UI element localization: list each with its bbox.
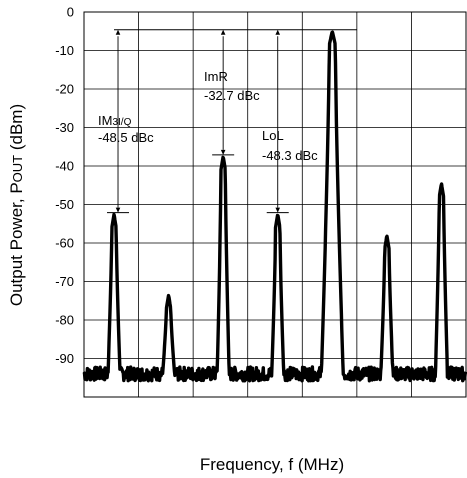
grid [83,11,467,398]
y-tick-label: -20 [55,82,74,97]
arrow-head [275,207,281,213]
y-tick-label: -10 [55,43,74,58]
y-axis-title: Output Power, POUT (dBm) [7,104,26,306]
annotations: IM3I/Q -48.5 dBc ImR -32.7 dBc LoL -48.3 dBc [98,29,357,214]
y-axis-title-sub: OUT [10,155,25,183]
annotation-imr-label: ImR [204,69,228,84]
y-tick-label: -60 [55,236,74,251]
annotation-imr-label-main: ImR [204,69,228,84]
y-tick-label: -40 [55,159,74,174]
y-tick-labels: 0 -10 -20 -30 -40 -50 -60 -70 -80 -90 [55,5,74,367]
x-axis-title: Frequency, f (MHz) [200,455,344,474]
y-tick-label: -50 [55,197,74,212]
y-tick-label: 0 [67,5,74,20]
y-tick-label: -90 [55,351,74,366]
y-tick-label: -30 [55,120,74,135]
annotation-lol-label: LoL [262,128,284,143]
annotation-lol-label-main: LoL [262,128,284,143]
arrow-head [220,29,226,35]
arrow-head [115,207,121,213]
arrow-head [115,29,121,35]
annotation-imr-value: -32.7 dBc [204,88,260,103]
y-tick-label: -70 [55,274,74,289]
annotation-lol-value: -48.3 dBc [262,148,318,163]
annotation-im3-label-main: IM [98,113,112,128]
y-axis-title-main: Output Power, P [7,182,26,306]
arrow-head [275,29,281,35]
y-axis-title-unit: (dBm) [7,104,26,155]
annotation-im3-value: -48.5 dBc [98,130,154,145]
annotation-im3-label: IM3I/Q [98,113,132,128]
annotation-im3-label-sub: 3I/Q [112,117,131,128]
y-tick-label: -80 [55,313,74,328]
arrow-head [220,149,226,155]
series-layer [82,30,467,383]
spectrum-series-line [82,30,467,383]
